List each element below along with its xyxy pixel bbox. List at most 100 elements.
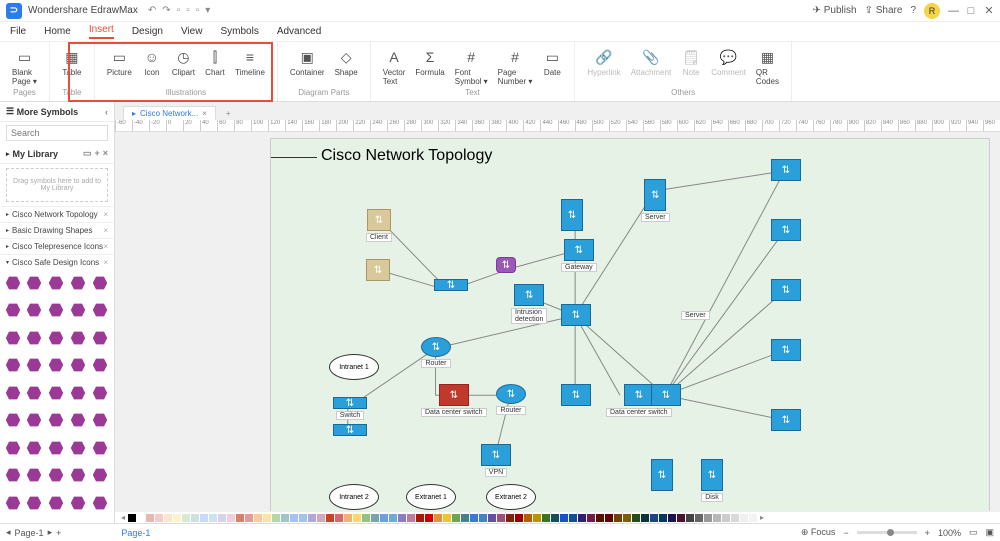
- color-swatch[interactable]: [731, 514, 739, 522]
- shape-stencil[interactable]: [91, 357, 108, 374]
- shape-stencil[interactable]: [26, 412, 43, 429]
- qat-more-icon[interactable]: ▾: [205, 5, 210, 16]
- color-swatch[interactable]: [209, 514, 217, 522]
- shape-stencil[interactable]: [4, 274, 21, 291]
- prev-page-icon[interactable]: ◂: [6, 527, 11, 538]
- network-node-data-center-switch[interactable]: ⇅Data center switch: [421, 384, 487, 417]
- search-input[interactable]: [6, 125, 108, 141]
- ribbon-picture-button[interactable]: ▭Picture: [103, 46, 136, 79]
- color-swatch[interactable]: [218, 514, 226, 522]
- shape-stencil[interactable]: [48, 467, 65, 484]
- shape-stencil[interactable]: [26, 274, 43, 291]
- lib-section-cisco-network-topology[interactable]: ▸Cisco Network Topology×: [0, 206, 114, 222]
- color-swatch[interactable]: [182, 514, 190, 522]
- fit-page-icon[interactable]: ▣: [985, 527, 994, 538]
- color-swatch[interactable]: [317, 514, 325, 522]
- color-swatch[interactable]: [164, 514, 172, 522]
- color-swatch[interactable]: [362, 514, 370, 522]
- color-swatch[interactable]: [533, 514, 541, 522]
- color-swatch[interactable]: [452, 514, 460, 522]
- color-swatch[interactable]: [668, 514, 676, 522]
- canvas[interactable]: Cisco Network Topology ⇅Client⇅⇅⇅⇅Gatewa…: [115, 132, 1000, 511]
- user-avatar[interactable]: R: [924, 3, 940, 19]
- lib-section-cisco-telepresence-icons[interactable]: ▸Cisco Telepresence Icons×: [0, 238, 114, 254]
- zoom-slider[interactable]: [857, 531, 917, 534]
- color-swatch[interactable]: [587, 514, 595, 522]
- color-swatch[interactable]: [524, 514, 532, 522]
- help-icon[interactable]: ?: [910, 5, 916, 16]
- color-swatch[interactable]: [128, 514, 136, 522]
- shape-stencil[interactable]: [26, 329, 43, 346]
- menu-insert[interactable]: Insert: [89, 24, 114, 39]
- ellipse-intranet-2[interactable]: Intranet 2: [329, 484, 379, 510]
- ribbon-date-button[interactable]: ▭Date: [538, 46, 566, 88]
- focus-button[interactable]: ⊕ Focus: [801, 527, 836, 538]
- shape-stencil[interactable]: [91, 467, 108, 484]
- color-swatch[interactable]: [380, 514, 388, 522]
- color-swatch[interactable]: [713, 514, 721, 522]
- shape-stencil[interactable]: [26, 302, 43, 319]
- shape-stencil[interactable]: [26, 357, 43, 374]
- network-node-switch[interactable]: ⇅Switch: [333, 397, 367, 420]
- shape-stencil[interactable]: [48, 494, 65, 511]
- color-swatch[interactable]: [605, 514, 613, 522]
- color-swatch[interactable]: [542, 514, 550, 522]
- color-swatch[interactable]: [254, 514, 262, 522]
- minimize-icon[interactable]: —: [948, 5, 958, 17]
- network-node-block[interactable]: ⇅: [771, 279, 801, 301]
- shape-stencil[interactable]: [69, 439, 86, 456]
- color-swatch[interactable]: [506, 514, 514, 522]
- shape-stencil[interactable]: [48, 274, 65, 291]
- shape-stencil[interactable]: [69, 274, 86, 291]
- shape-stencil[interactable]: [91, 384, 108, 401]
- color-swatch[interactable]: [461, 514, 469, 522]
- ribbon-blank-button[interactable]: ▭BlankPage ▾: [8, 46, 41, 88]
- network-node-gateway[interactable]: ⇅Gateway: [561, 239, 597, 272]
- shape-stencil[interactable]: [4, 384, 21, 401]
- network-node-block[interactable]: ⇅: [651, 384, 681, 406]
- lib-add-icon[interactable]: +: [94, 148, 99, 159]
- shape-stencil[interactable]: [48, 302, 65, 319]
- menu-file[interactable]: File: [10, 26, 26, 37]
- color-swatch[interactable]: [614, 514, 622, 522]
- color-swatch[interactable]: [245, 514, 253, 522]
- network-node-switch[interactable]: ⇅: [333, 424, 367, 436]
- shape-stencil[interactable]: [91, 329, 108, 346]
- diagram-page[interactable]: Cisco Network Topology ⇅Client⇅⇅⇅⇅Gatewa…: [270, 138, 990, 511]
- zoom-out-icon[interactable]: −: [843, 528, 848, 538]
- color-swatch[interactable]: [623, 514, 631, 522]
- color-swatch[interactable]: [551, 514, 559, 522]
- color-swatch[interactable]: [173, 514, 181, 522]
- share-button[interactable]: ⇪ Share: [865, 5, 903, 16]
- shape-stencil[interactable]: [4, 439, 21, 456]
- color-swatch[interactable]: [155, 514, 163, 522]
- menu-view[interactable]: View: [181, 26, 203, 37]
- add-page-icon[interactable]: +: [56, 528, 61, 538]
- menu-advanced[interactable]: Advanced: [277, 26, 321, 37]
- next-page-icon[interactable]: ▸: [48, 527, 53, 538]
- color-swatch[interactable]: [659, 514, 667, 522]
- shape-stencil[interactable]: [4, 302, 21, 319]
- menu-design[interactable]: Design: [132, 26, 163, 37]
- network-node-disk[interactable]: ⇅Disk: [701, 459, 723, 502]
- ribbon-font-button[interactable]: #FontSymbol ▾: [451, 46, 492, 88]
- color-swatch[interactable]: [596, 514, 604, 522]
- network-node-server[interactable]: ⇅: [651, 459, 673, 491]
- network-node-intrusion-detection[interactable]: ⇅Intrusiondetection: [511, 284, 547, 324]
- shape-stencil[interactable]: [26, 494, 43, 511]
- ribbon-table-button[interactable]: ▦Table: [58, 46, 86, 79]
- publish-button[interactable]: ✈ Publish: [813, 5, 857, 16]
- palette-left-icon[interactable]: ◂: [119, 513, 127, 522]
- shape-stencil[interactable]: [69, 412, 86, 429]
- node-label[interactable]: Server: [681, 309, 710, 320]
- color-swatch[interactable]: [695, 514, 703, 522]
- color-swatch[interactable]: [677, 514, 685, 522]
- shape-stencil[interactable]: [26, 439, 43, 456]
- color-swatch[interactable]: [281, 514, 289, 522]
- shape-stencil[interactable]: [4, 467, 21, 484]
- color-swatch[interactable]: [515, 514, 523, 522]
- network-node-pix[interactable]: ⇅: [496, 257, 516, 273]
- network-node-router[interactable]: ⇅Router: [421, 337, 451, 368]
- network-node-client[interactable]: ⇅Client: [366, 209, 392, 242]
- network-node-block[interactable]: ⇅: [561, 304, 591, 326]
